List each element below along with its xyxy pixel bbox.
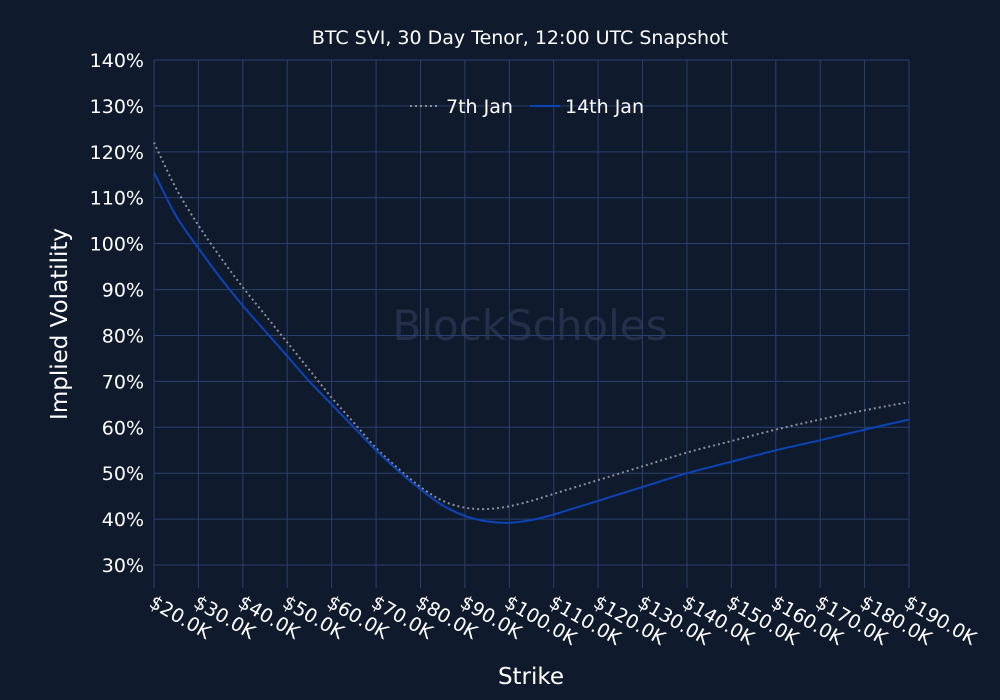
y-tick-label: 100% (90, 234, 144, 256)
legend-label-7th-jan: 7th Jan (446, 96, 513, 118)
y-tick-label: 70% (102, 371, 144, 393)
x-axis-title: Strike (498, 664, 564, 690)
x-tick-labels: $20.0K$30.0K$40.0K$50.0K$60.0K$70.0K$80.… (146, 591, 981, 650)
chart-title: BTC SVI, 30 Day Tenor, 12:00 UTC Snapsho… (312, 27, 728, 49)
y-tick-label: 90% (102, 280, 144, 302)
series-layer (153, 142, 910, 524)
y-tick-label: 120% (90, 142, 144, 164)
y-tick-label: 140% (90, 50, 144, 72)
legend-label-14th-jan: 14th Jan (565, 96, 644, 118)
series-line-7th-jan (153, 142, 910, 511)
y-tick-label: 40% (102, 509, 144, 531)
y-tick-label: 110% (90, 188, 144, 210)
legend: 7th Jan 14th Jan (410, 96, 644, 118)
y-tick-label: 80% (102, 325, 144, 347)
series-line-14th-jan (153, 172, 910, 524)
y-tick-label: 60% (102, 417, 144, 439)
y-tick-label: 50% (102, 463, 144, 485)
y-tick-label: 30% (102, 555, 144, 577)
y-tick-labels: 30% 40% 50% 60% 70% 80% 90% 100% 110% 120% 130% 140… (90, 50, 144, 577)
watermark: BlockScholes (392, 301, 667, 350)
y-axis-title: Implied Volatility (47, 228, 73, 420)
y-tick-label: 130% (90, 96, 144, 118)
